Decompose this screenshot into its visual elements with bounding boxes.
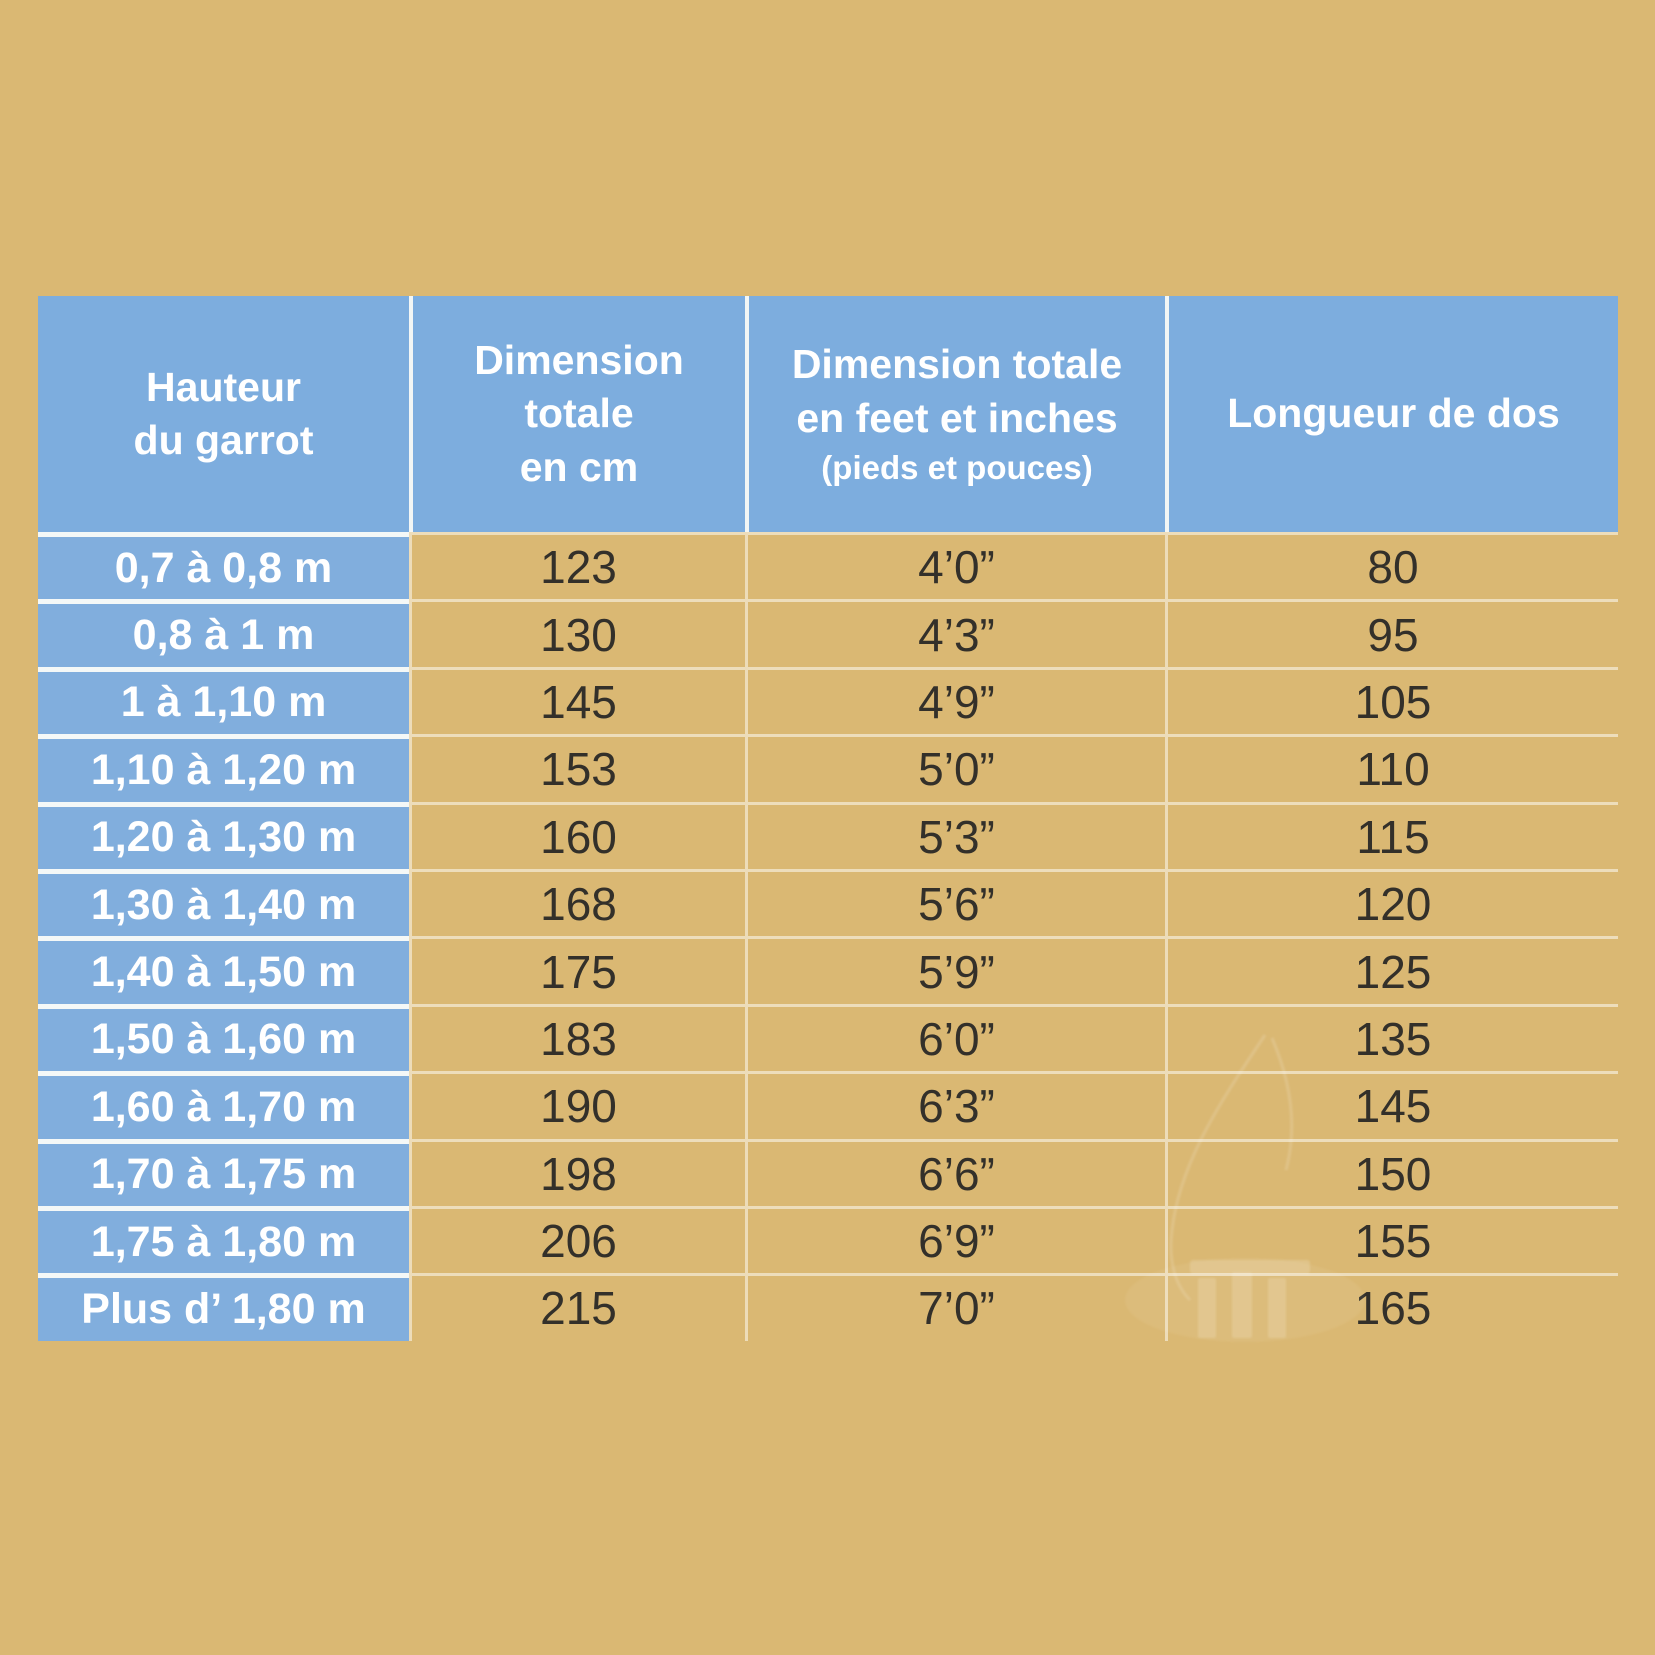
row-value-cell: 80	[1165, 532, 1618, 600]
row-value-cell: 198	[409, 1138, 745, 1206]
col-header-label: Dimension totale en feet et inches	[791, 341, 1123, 441]
table-row: 1,75 à 1,80 m 206 6’9” 155	[38, 1205, 1618, 1274]
row-value-cell: 145	[409, 666, 745, 735]
row-label-cell: 0,7 à 0,8 m	[38, 532, 409, 600]
row-label-cell: 1,10 à 1,20 m	[38, 734, 409, 802]
table-row: 1,70 à 1,75 m 198 6’6” 150	[38, 1138, 1618, 1206]
size-chart-table: Hauteur du garrot Dimension totale en cm…	[38, 296, 1618, 1341]
row-value-cell: 153	[409, 734, 745, 802]
row-value-cell: 6’0”	[745, 1003, 1165, 1072]
table-row: 1,60 à 1,70 m 190 6’3” 145	[38, 1071, 1618, 1139]
row-value-cell: 4’9”	[745, 666, 1165, 735]
col-header-hauteur-garrot: Hauteur du garrot	[38, 296, 409, 532]
table-row: Plus d’ 1,80 m 215 7’0” 165	[38, 1273, 1618, 1341]
col-header-label: Longueur de dos	[1227, 390, 1560, 437]
col-header-dimension-feet: Dimension totale en feet et inches (pied…	[745, 296, 1165, 532]
row-value-cell: 125	[1165, 936, 1618, 1004]
col-header-longueur-dos: Longueur de dos	[1165, 296, 1618, 532]
row-value-cell: 130	[409, 599, 745, 667]
row-value-cell: 5’6”	[745, 868, 1165, 937]
row-label-cell: 1,60 à 1,70 m	[38, 1071, 409, 1139]
col-header-label: Dimension totale en cm	[474, 337, 684, 490]
col-header-sublabel: (pieds et pouces)	[821, 448, 1093, 486]
row-label-cell: Plus d’ 1,80 m	[38, 1273, 409, 1341]
col-header-dimension-cm: Dimension totale en cm	[409, 296, 745, 532]
row-value-cell: 5’9”	[745, 936, 1165, 1004]
row-value-cell: 6’3”	[745, 1071, 1165, 1139]
row-label-cell: 1,20 à 1,30 m	[38, 801, 409, 869]
row-value-cell: 105	[1165, 666, 1618, 735]
col-header-label: Hauteur du garrot	[133, 363, 314, 463]
row-value-cell: 5’3”	[745, 801, 1165, 869]
row-value-cell: 115	[1165, 801, 1618, 869]
row-value-cell: 120	[1165, 868, 1618, 937]
table-row: 0,7 à 0,8 m 123 4’0” 80	[38, 532, 1618, 600]
row-label-cell: 1,75 à 1,80 m	[38, 1205, 409, 1274]
table-row: 1,20 à 1,30 m 160 5’3” 115	[38, 801, 1618, 869]
row-value-cell: 150	[1165, 1138, 1618, 1206]
row-value-cell: 7’0”	[745, 1273, 1165, 1341]
row-value-cell: 215	[409, 1273, 745, 1341]
row-value-cell: 110	[1165, 734, 1618, 802]
row-label-cell: 0,8 à 1 m	[38, 599, 409, 667]
table-row: 1,10 à 1,20 m 153 5’0” 110	[38, 734, 1618, 802]
row-value-cell: 4’3”	[745, 599, 1165, 667]
table-row: 0,8 à 1 m 130 4’3” 95	[38, 599, 1618, 667]
row-label-cell: 1,70 à 1,75 m	[38, 1138, 409, 1206]
table-body: 0,7 à 0,8 m 123 4’0” 80 0,8 à 1 m 130 4’3” 95 1 …	[38, 532, 1618, 1341]
row-label-cell: 1,30 à 1,40 m	[38, 868, 409, 937]
row-label-cell: 1,40 à 1,50 m	[38, 936, 409, 1004]
row-value-cell: 160	[409, 801, 745, 869]
row-value-cell: 135	[1165, 1003, 1618, 1072]
row-value-cell: 123	[409, 532, 745, 600]
table-row: 1,30 à 1,40 m 168 5’6” 120	[38, 868, 1618, 937]
row-value-cell: 6’9”	[745, 1205, 1165, 1274]
table-row: 1 à 1,10 m 145 4’9” 105	[38, 666, 1618, 735]
row-value-cell: 145	[1165, 1071, 1618, 1139]
row-value-cell: 206	[409, 1205, 745, 1274]
header-row: Hauteur du garrot Dimension totale en cm…	[38, 296, 1618, 532]
row-value-cell: 190	[409, 1071, 745, 1139]
row-value-cell: 6’6”	[745, 1138, 1165, 1206]
row-value-cell: 5’0”	[745, 734, 1165, 802]
row-value-cell: 155	[1165, 1205, 1618, 1274]
row-label-cell: 1 à 1,10 m	[38, 666, 409, 735]
row-value-cell: 4’0”	[745, 532, 1165, 600]
row-value-cell: 175	[409, 936, 745, 1004]
row-label-cell: 1,50 à 1,60 m	[38, 1003, 409, 1072]
row-value-cell: 183	[409, 1003, 745, 1072]
table-row: 1,40 à 1,50 m 175 5’9” 125	[38, 936, 1618, 1004]
row-value-cell: 95	[1165, 599, 1618, 667]
row-value-cell: 168	[409, 868, 745, 937]
table-row: 1,50 à 1,60 m 183 6’0” 135	[38, 1003, 1618, 1072]
row-value-cell: 165	[1165, 1273, 1618, 1341]
